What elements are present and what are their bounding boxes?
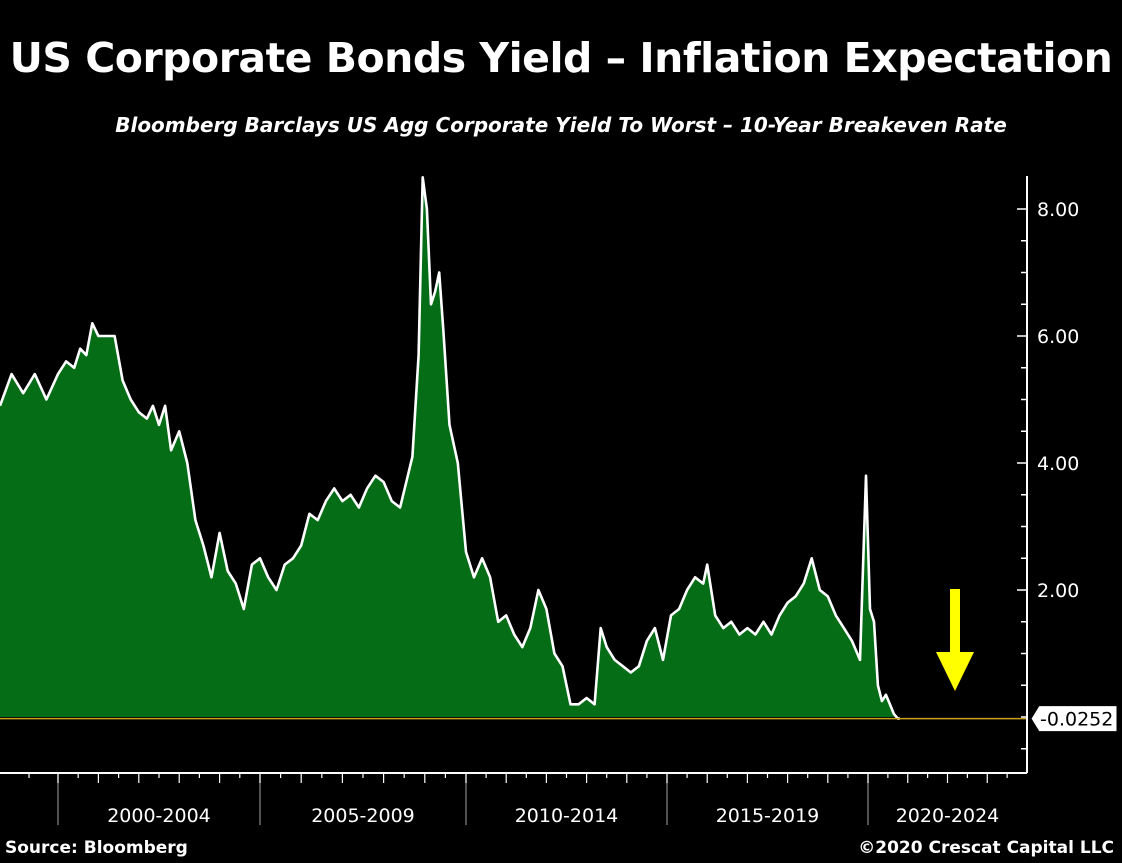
last-value-badge	[1030, 705, 1118, 733]
down-arrow-shaft	[950, 589, 960, 655]
x-period-label: 2010-2014	[515, 805, 619, 827]
chart-subtitle: Bloomberg Barclays US Agg Corporate Yiel…	[115, 113, 1007, 137]
x-period-label: 2005-2009	[311, 805, 415, 827]
x-period-label: 2000-2004	[107, 805, 211, 827]
series-line	[0, 176, 900, 720]
chart-title: US Corporate Bonds Yield – Inflation Exp…	[9, 34, 1113, 82]
source-label: Source: Bloomberg	[5, 838, 188, 858]
series-area	[0, 177, 900, 719]
y-tick-label: 4.00	[1037, 453, 1079, 475]
y-tick-label: 2.00	[1037, 580, 1079, 602]
x-period-label: 2015-2019	[716, 805, 820, 827]
y-tick-label: 8.00	[1037, 199, 1079, 221]
down-arrow-head	[936, 652, 974, 691]
x-period-label: 2020-2024	[896, 805, 1000, 827]
copyright-label: ©2020 Crescat Capital LLC	[858, 838, 1114, 858]
last-value-label: -0.0252	[1040, 709, 1113, 731]
y-tick-label: 6.00	[1037, 326, 1079, 348]
